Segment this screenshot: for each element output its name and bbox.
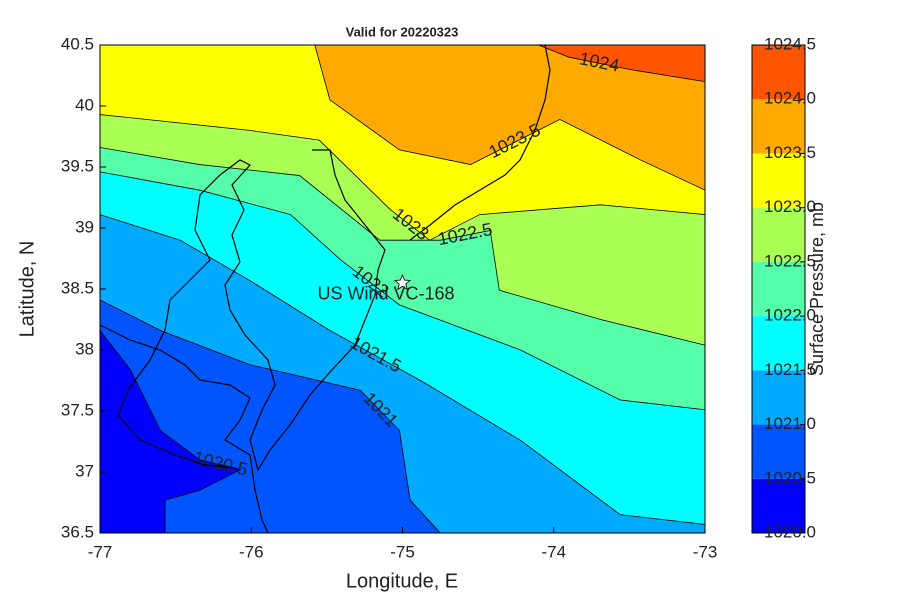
site-marker — [393, 273, 412, 291]
colorbar-tick-label: 1020.5 — [764, 468, 816, 487]
colorbar-label: Surface Pressure, mb — [807, 202, 827, 376]
y-tick-label: 40.5 — [61, 34, 94, 53]
contour-line — [100, 171, 705, 411]
colorbar-band — [752, 316, 805, 371]
y-tick-label: 39 — [75, 217, 94, 236]
coast-delmarva — [117, 149, 386, 472]
colorbar-tick-label: 1020.0 — [764, 522, 816, 541]
contour-line — [100, 299, 441, 533]
site-label: US Wind VC-168 — [318, 284, 455, 304]
colorbar-band — [752, 153, 805, 208]
colorbar-band — [752, 207, 805, 262]
contour-line — [100, 147, 705, 346]
colorbar-tick-label: 1023.0 — [764, 197, 816, 216]
chart-title: Valid for 20220323 — [346, 24, 459, 39]
colorbar-tick-label: 1024.0 — [764, 89, 816, 108]
contour-line — [314, 45, 705, 191]
coast-virginia — [100, 324, 269, 533]
colorbar-tick-label: 1022.5 — [764, 251, 816, 270]
y-tick-label: 39.5 — [61, 156, 94, 175]
y-tick-label: 38.5 — [61, 278, 94, 297]
contour-line — [538, 45, 705, 82]
colorbar-tick-label: 1021.0 — [764, 414, 816, 433]
colorbar-band — [752, 99, 805, 154]
colorbar-band — [752, 261, 805, 317]
x-tick-label: -77 — [88, 542, 113, 561]
x-tick-label: -76 — [239, 542, 264, 561]
colorbar-tick-label: 1021.5 — [764, 360, 816, 379]
y-axis-label: Latitude, N — [16, 241, 38, 338]
colorbar-band — [752, 370, 805, 425]
y-tick-label: 37 — [75, 461, 94, 480]
coast-new-jersey — [409, 45, 551, 241]
colorbar-band — [752, 45, 805, 100]
x-tick-label: -75 — [390, 542, 415, 561]
y-tick-label: 36.5 — [61, 522, 94, 541]
colorbar-tick-label: 1024.5 — [764, 34, 816, 53]
colorbar-frame — [751, 44, 806, 534]
y-tick-label: 37.5 — [61, 400, 94, 419]
x-tick-label: -73 — [693, 542, 718, 561]
colorbar-band — [752, 424, 805, 479]
colorbar-tick-label: 1023.5 — [764, 143, 816, 162]
colorbar-band — [752, 478, 805, 533]
coastline — [100, 45, 551, 533]
x-axis-label: Longitude, E — [346, 570, 458, 592]
colorbar-tick-label: 1022.0 — [764, 306, 816, 325]
contour-line — [100, 214, 705, 525]
x-tick-label: -74 — [541, 542, 566, 561]
y-tick-label: 40 — [75, 95, 94, 114]
y-tick-label: 38 — [75, 339, 94, 358]
contour-line — [100, 114, 705, 241]
